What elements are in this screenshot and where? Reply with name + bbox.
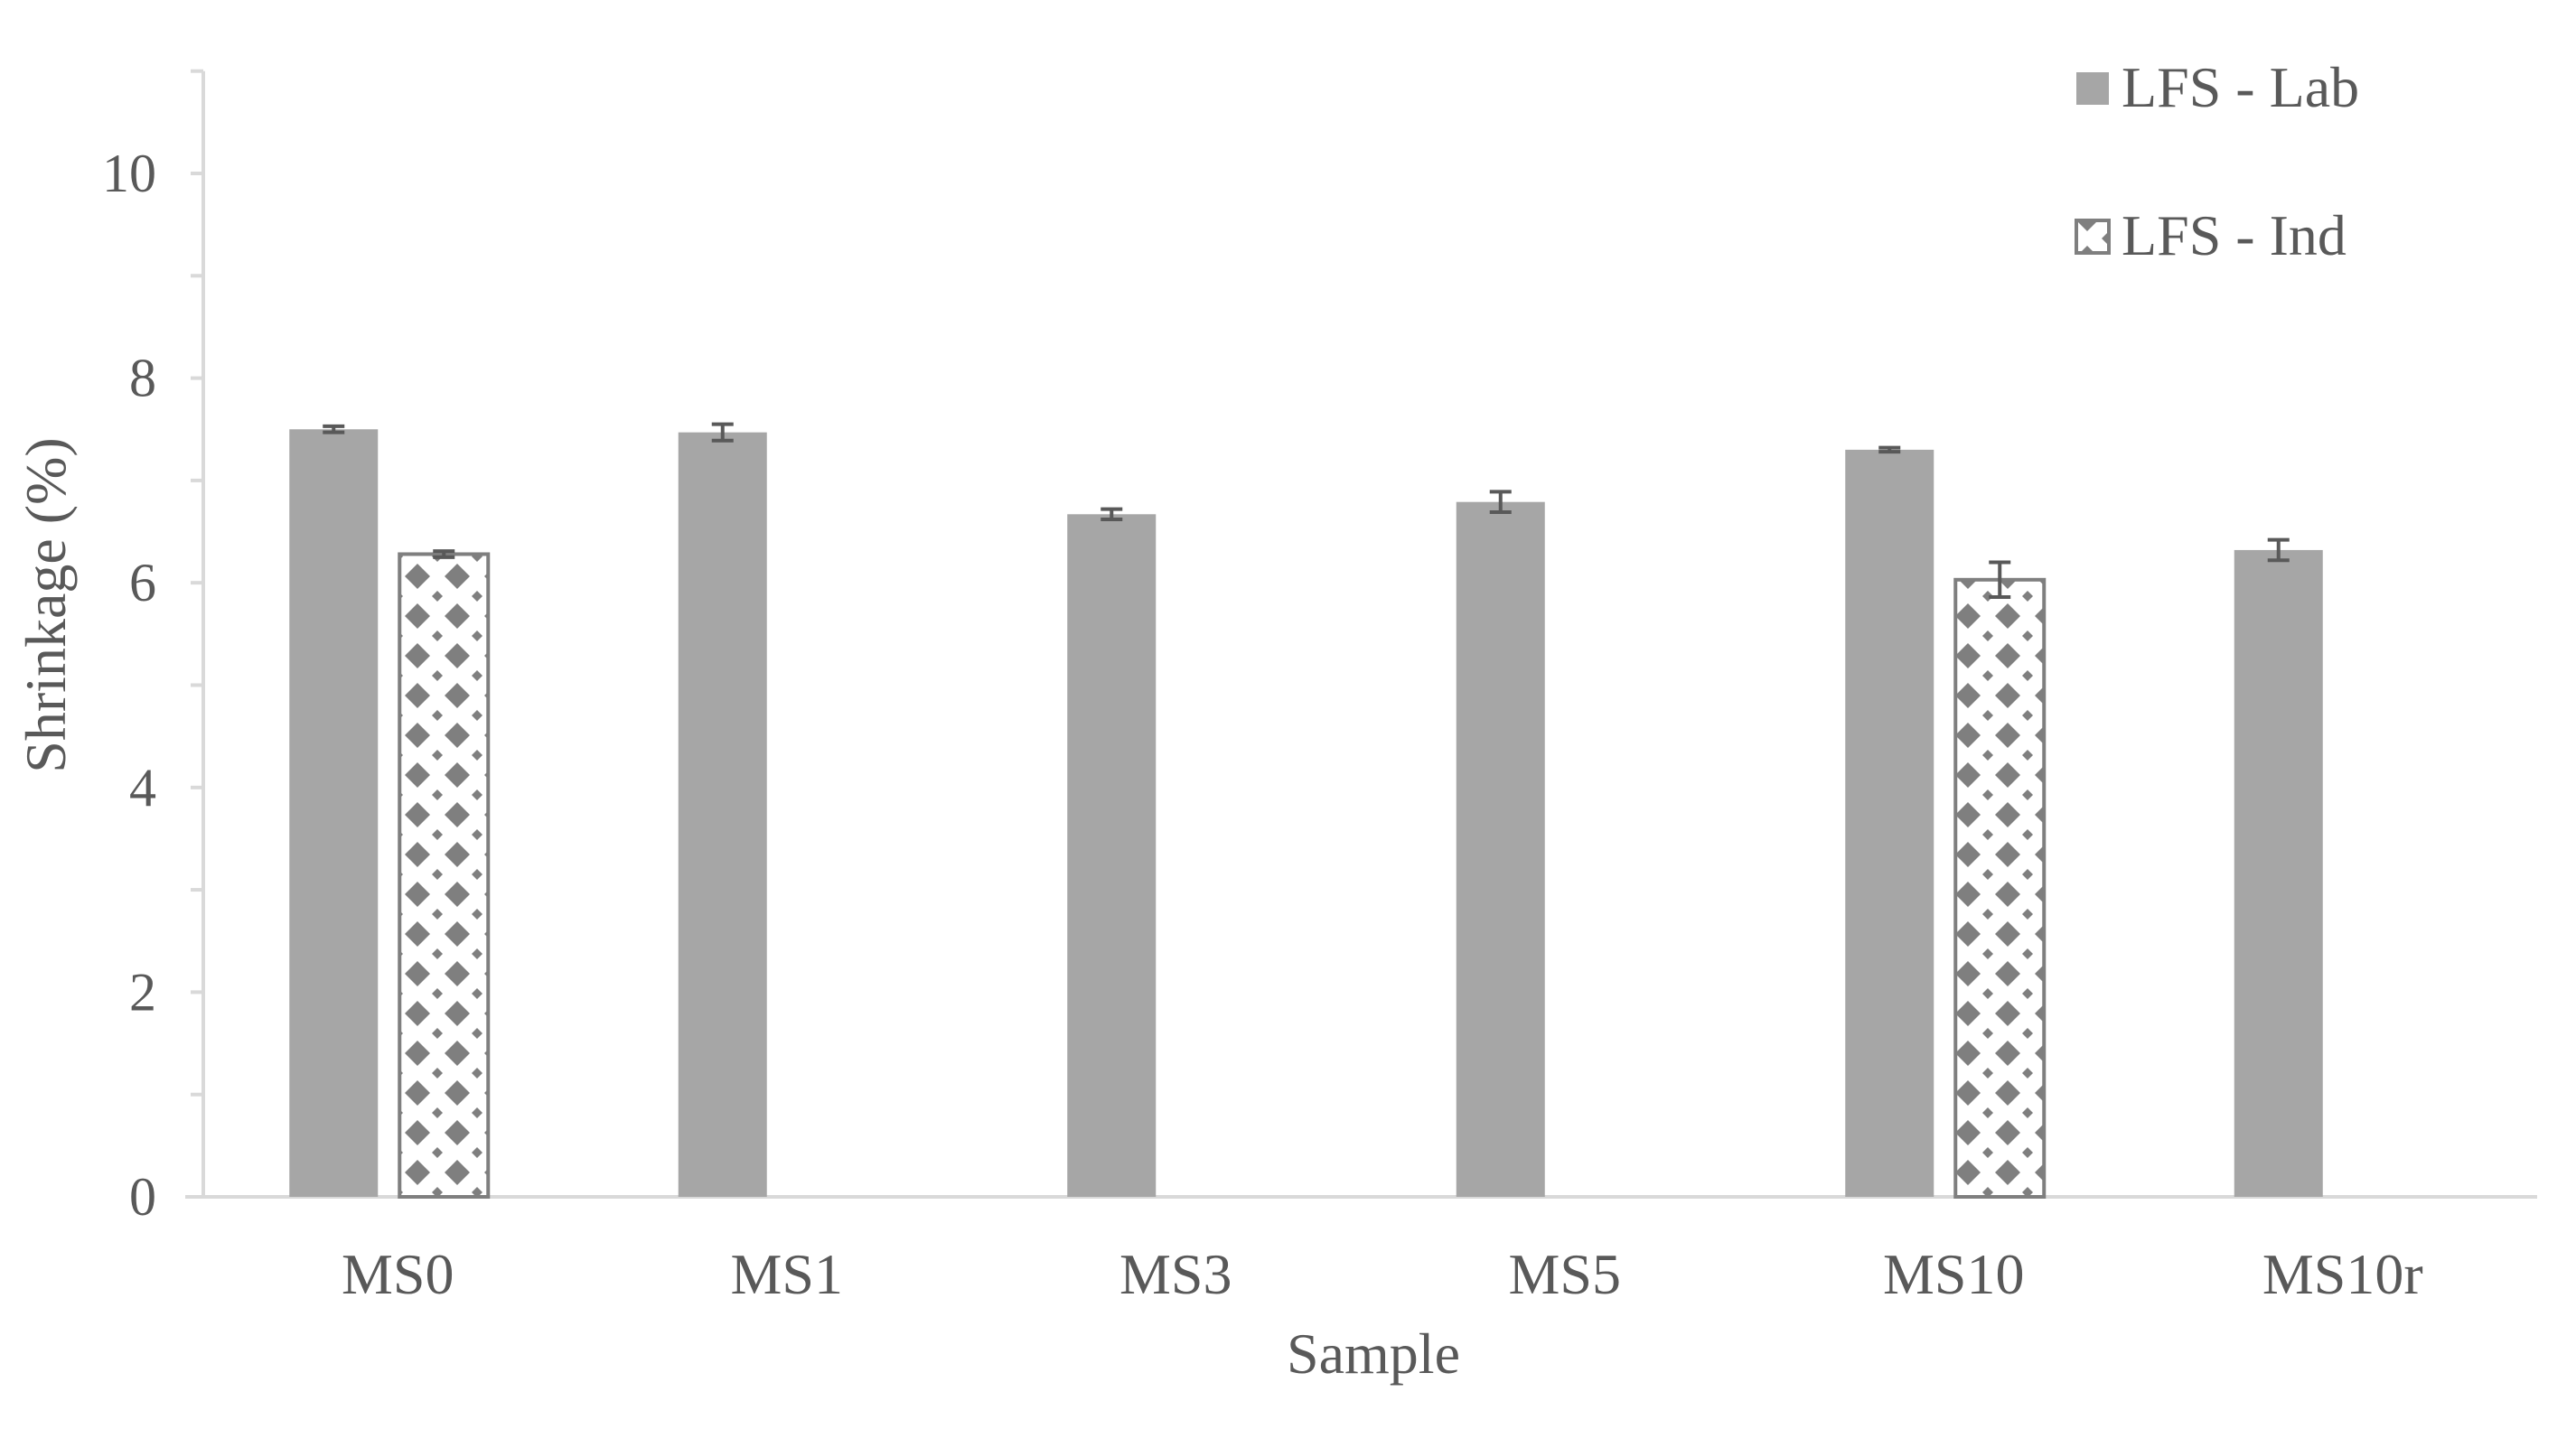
y-tick-label: 6 [129, 553, 156, 612]
x-tick-label: MS3 [1119, 1242, 1232, 1306]
x-tick-label: MS10r [2262, 1242, 2423, 1306]
y-tick-label: 8 [129, 349, 156, 408]
error-bars-layer [323, 422, 2290, 600]
bar-lfs-ind [398, 552, 491, 1199]
axes-layer [185, 69, 2537, 1199]
legend-swatch-ind [2075, 219, 2111, 255]
bar-lfs-lab [1456, 501, 1545, 1197]
x-tick-label: MS1 [731, 1242, 844, 1306]
y-tick-label: 4 [129, 758, 156, 817]
legend-label-lab: LFS - Lab [2122, 55, 2359, 119]
legend-swatch-lab [2076, 72, 2109, 105]
x-axis-title: Sample [1287, 1322, 1460, 1386]
bars-layer [289, 429, 2323, 1199]
legend: LFS - Lab LFS - Ind [2075, 55, 2359, 267]
x-tick-label: MS5 [1509, 1242, 1622, 1306]
labels-layer: Shrinkage (%) Sample 0 2 4 6 8 10 MS0 MS1 MS3 MS5… [14, 144, 2423, 1386]
y-tick-label: 10 [102, 144, 156, 203]
x-tick-label: MS10 [1883, 1242, 2025, 1306]
bar-lfs-ind [1953, 577, 2047, 1199]
x-tick-label: MS0 [342, 1242, 454, 1306]
y-tick-label: 0 [129, 1167, 156, 1227]
legend-label-ind: LFS - Ind [2122, 203, 2347, 267]
bar-lfs-lab [289, 429, 379, 1197]
bar-lfs-lab [2234, 549, 2323, 1197]
y-axis-title: Shrinkage (%) [14, 437, 78, 772]
bar-lfs-lab [1067, 514, 1157, 1197]
bar-lfs-lab [1845, 449, 1934, 1197]
y-tick-label: 2 [129, 962, 156, 1022]
bar-lfs-lab [678, 432, 767, 1197]
